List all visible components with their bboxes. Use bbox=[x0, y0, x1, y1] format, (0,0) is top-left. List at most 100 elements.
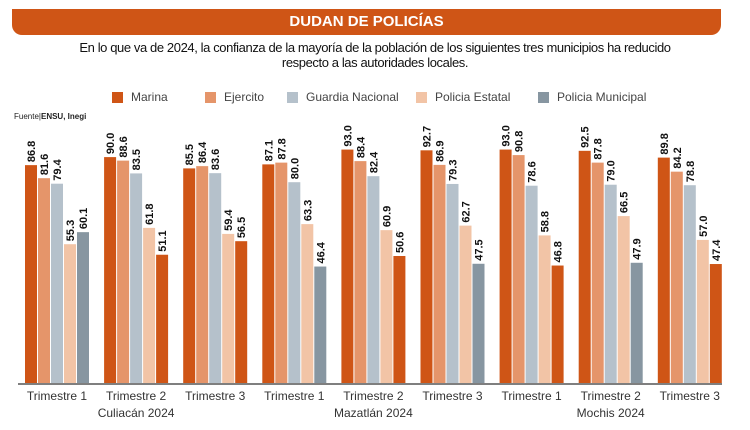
data-label: 84.2 bbox=[672, 147, 684, 168]
data-label: 78.6 bbox=[527, 161, 539, 182]
bar bbox=[130, 173, 143, 383]
data-label: 46.8 bbox=[553, 241, 565, 262]
bar bbox=[367, 176, 380, 383]
legend-item: Guardia Nacional bbox=[287, 90, 399, 104]
bar bbox=[301, 224, 314, 383]
legend-swatch bbox=[287, 91, 298, 103]
subtitle-line-1: En lo que va de 2024, la confianza de la… bbox=[79, 40, 671, 55]
subtitle-line-2: respecto a las autoridades locales. bbox=[281, 55, 469, 70]
bar bbox=[235, 241, 248, 383]
bar bbox=[38, 178, 50, 383]
legend: Marina Ejercito Guardia Nacional Policia Es… bbox=[0, 90, 750, 106]
chart-subtitle: En lo que va de 2024, la confianza de la… bbox=[0, 40, 750, 70]
bar bbox=[393, 255, 406, 383]
data-label: 47.5 bbox=[474, 239, 486, 260]
bar bbox=[196, 166, 209, 383]
bar bbox=[380, 230, 393, 383]
bar bbox=[657, 157, 670, 383]
data-label: 83.5 bbox=[131, 149, 143, 170]
data-label: 88.4 bbox=[355, 136, 367, 158]
x-tick-label: Trimestre 2 bbox=[105, 389, 167, 403]
bar bbox=[354, 161, 367, 383]
bar bbox=[420, 150, 433, 383]
bar bbox=[525, 185, 538, 383]
bar bbox=[499, 149, 512, 383]
data-label: 59.4 bbox=[223, 209, 235, 231]
data-label: 90.8 bbox=[514, 131, 526, 152]
bar bbox=[683, 185, 696, 383]
data-label: 60.9 bbox=[381, 206, 393, 227]
data-label: 78.8 bbox=[685, 161, 697, 182]
x-tick-label: Trimestre 3 bbox=[185, 389, 246, 403]
bar bbox=[696, 239, 709, 383]
legend-swatch bbox=[416, 91, 427, 103]
data-label: 58.8 bbox=[540, 211, 552, 232]
legend-label: Ejercito bbox=[224, 90, 265, 104]
data-label: 85.5 bbox=[184, 144, 196, 165]
bar bbox=[433, 164, 446, 383]
bar bbox=[617, 216, 630, 383]
data-label: 61.8 bbox=[144, 203, 156, 224]
data-label: 86.9 bbox=[435, 140, 447, 161]
bar bbox=[51, 183, 63, 383]
bar bbox=[512, 155, 525, 383]
bar bbox=[143, 227, 156, 383]
legend-item: Marina bbox=[112, 90, 168, 104]
bar bbox=[670, 171, 683, 383]
data-label: 63.3 bbox=[302, 200, 314, 221]
x-tick-label: Trimestre 1 bbox=[26, 389, 88, 403]
bar bbox=[341, 149, 354, 383]
group-label: Mazatlán 2024 bbox=[334, 406, 413, 420]
bar bbox=[459, 225, 472, 383]
data-label: 81.6 bbox=[39, 154, 51, 175]
data-label: 62.7 bbox=[461, 201, 473, 222]
data-label: 66.5 bbox=[619, 192, 631, 213]
data-label: 89.8 bbox=[659, 133, 671, 154]
data-label: 87.1 bbox=[263, 140, 275, 161]
data-label: 56.5 bbox=[236, 217, 248, 238]
bar bbox=[25, 165, 37, 383]
bar bbox=[117, 160, 130, 383]
data-label: 93.0 bbox=[501, 125, 513, 146]
data-label: 79.0 bbox=[606, 160, 618, 181]
data-label: 47.4 bbox=[711, 239, 723, 261]
data-label: 88.6 bbox=[118, 136, 130, 157]
data-label: 46.4 bbox=[315, 241, 327, 263]
bar bbox=[314, 266, 327, 383]
data-label: 86.4 bbox=[197, 141, 209, 163]
legend-swatch bbox=[112, 91, 123, 103]
legend-item: Policia Estatal bbox=[416, 90, 510, 104]
data-label: 51.1 bbox=[157, 230, 169, 251]
data-label: 55.3 bbox=[65, 220, 77, 241]
x-tick-label: Trimestre 2 bbox=[343, 389, 404, 403]
x-tick-label: Trimestre 1 bbox=[501, 389, 562, 403]
bar bbox=[551, 265, 564, 383]
legend-swatch bbox=[205, 91, 216, 103]
source-note: Fuente|ENSU, Inegi bbox=[14, 112, 86, 121]
chart-title: DUDAN DE POLICÍAS bbox=[12, 9, 721, 35]
data-label: 57.0 bbox=[698, 216, 710, 237]
legend-label: Marina bbox=[131, 90, 168, 104]
data-label: 50.6 bbox=[394, 232, 406, 253]
bar bbox=[630, 262, 643, 383]
group-label: Mochis 2024 bbox=[576, 406, 645, 420]
data-label: 60.1 bbox=[78, 208, 90, 229]
data-label: 93.0 bbox=[342, 125, 354, 146]
x-tick-label: Trimestre 2 bbox=[580, 389, 641, 403]
data-label: 87.8 bbox=[593, 138, 605, 159]
bar bbox=[604, 184, 617, 383]
legend-label: Guardia Nacional bbox=[306, 90, 399, 104]
bar bbox=[709, 264, 722, 383]
data-label: 86.8 bbox=[26, 141, 38, 162]
data-label: 82.4 bbox=[368, 151, 380, 173]
legend-swatch bbox=[538, 91, 549, 103]
bar bbox=[222, 233, 235, 383]
data-label: 79.3 bbox=[448, 160, 460, 181]
legend-label: Policia Estatal bbox=[435, 90, 511, 104]
x-tick-label: Trimestre 3 bbox=[422, 389, 483, 403]
bar bbox=[77, 232, 89, 383]
bar bbox=[104, 157, 117, 383]
data-label: 83.6 bbox=[210, 149, 222, 170]
legend-label: Policia Municipal bbox=[557, 90, 647, 104]
